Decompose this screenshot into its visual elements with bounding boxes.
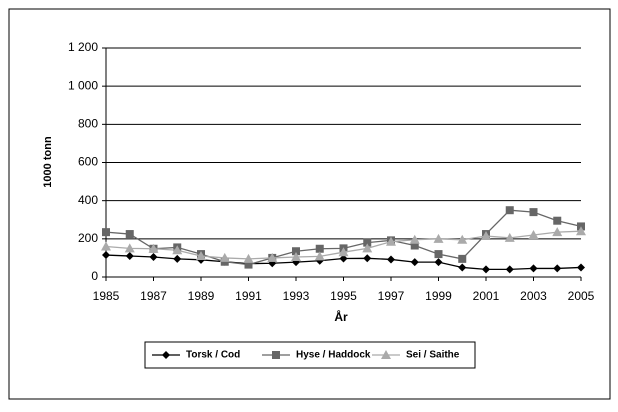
legend-marker (162, 351, 170, 359)
data-point (481, 230, 491, 240)
x-tick-label: 1995 (330, 289, 357, 303)
x-axis-label: År (334, 309, 348, 324)
data-point (505, 206, 514, 215)
data-point (482, 265, 490, 274)
data-point (101, 241, 111, 251)
y-tick-label: 200 (78, 231, 98, 245)
data-point (267, 252, 278, 262)
data-point (125, 252, 134, 261)
data-point (196, 251, 206, 261)
data-point (243, 253, 254, 263)
data-point (125, 230, 134, 239)
data-point (244, 260, 253, 269)
data-point (386, 236, 396, 246)
legend-marker (381, 350, 391, 359)
data-point (292, 247, 300, 256)
data-point (102, 251, 110, 260)
data-point (434, 258, 443, 267)
data-point (410, 258, 419, 267)
legend-label: Sei / Saithe (406, 350, 460, 361)
data-point (576, 226, 586, 236)
x-tick-label: 2005 (568, 289, 595, 303)
data-point (124, 243, 135, 253)
x-tick-label: 1991 (235, 289, 262, 303)
data-point (458, 254, 467, 263)
data-point (433, 233, 444, 243)
y-axis-label: 1000 tonn (42, 136, 54, 188)
y-tick-label: 400 (78, 193, 98, 207)
outer-frame (8, 8, 611, 400)
y-tick-label: 1 000 (68, 78, 98, 92)
legend-label: Hyse / Haddock (296, 350, 371, 361)
data-point (363, 254, 372, 263)
data-point (149, 252, 158, 261)
data-point (291, 251, 301, 261)
data-point (505, 265, 514, 274)
data-point (173, 254, 182, 263)
x-tick-label: 1989 (188, 289, 215, 303)
x-tick-label: 1997 (378, 289, 405, 303)
data-point (409, 234, 420, 244)
data-point (172, 245, 183, 255)
legend-marker (272, 351, 280, 359)
data-point (410, 241, 419, 250)
data-point (148, 243, 159, 253)
data-point (529, 264, 538, 273)
data-point (387, 255, 395, 264)
x-tick-label: 1987 (140, 289, 167, 303)
y-tick-label: 600 (78, 155, 98, 169)
data-point (529, 208, 538, 217)
data-point (457, 234, 468, 244)
data-point (314, 251, 325, 261)
x-tick-label: 2001 (473, 289, 500, 303)
data-point (552, 227, 563, 237)
x-tick-label: 1985 (93, 289, 120, 303)
legend-label: Torsk / Cod (186, 350, 240, 361)
data-point (315, 244, 324, 253)
data-point (363, 238, 372, 247)
data-point (362, 243, 373, 253)
x-tick-label: 1993 (283, 289, 310, 303)
x-tick-label: 2003 (520, 289, 547, 303)
data-point (458, 263, 467, 272)
data-point (219, 252, 230, 262)
data-point (528, 230, 539, 240)
x-tick-label: 1999 (425, 289, 452, 303)
data-point (577, 263, 585, 272)
data-point (504, 232, 515, 242)
data-point (338, 247, 349, 257)
legend-box (144, 341, 476, 369)
data-point (434, 250, 443, 259)
data-point (553, 216, 562, 225)
data-point (339, 254, 348, 263)
data-point (553, 264, 562, 273)
y-tick-label: 0 (91, 269, 98, 283)
y-tick-label: 1 200 (68, 40, 98, 54)
y-tick-label: 800 (78, 117, 98, 131)
data-point (102, 228, 110, 237)
